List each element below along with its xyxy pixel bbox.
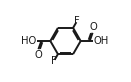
Text: F: F	[74, 16, 80, 26]
Text: OH: OH	[94, 36, 109, 46]
Text: HO: HO	[21, 36, 36, 46]
Text: O: O	[34, 50, 42, 60]
Text: O: O	[89, 22, 97, 32]
Text: F: F	[51, 56, 57, 66]
